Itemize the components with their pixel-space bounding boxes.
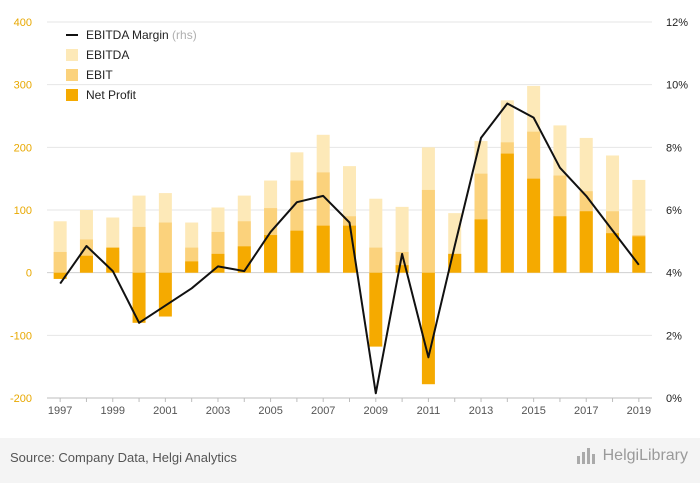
bar-ebit-2009 [369,247,383,273]
legend-swatch-net-profit [66,89,78,101]
y-right-tick-6: 6% [666,205,682,217]
library-icon [576,448,599,464]
legend-label-ebit: EBIT [86,68,113,82]
legend: EBITDA Margin (rhs) EBITDA EBIT Net Profit [66,28,197,102]
y-left-tick-0: 0 [26,268,32,280]
bar-net-profit-1998 [79,255,93,273]
footer: Source: Company Data, Helgi Analytics He… [0,438,700,483]
bar-net-profit-2009 [369,272,383,347]
x-tick-label-2003: 2003 [206,405,230,417]
y-right-tick-10: 10% [666,80,688,92]
y-right-tick-4: 4% [666,268,682,280]
x-tick-label-2007: 2007 [311,405,335,417]
x-tick-label-2015: 2015 [521,405,545,417]
bar-net-profit-2010 [395,265,409,273]
brand-logo: HelgiLibrary [576,447,688,465]
y-left-tick-200: 200 [14,142,32,154]
legend-swatch-ebit [66,69,78,81]
legend-label-rhs: (rhs) [172,28,197,42]
x-tick-label-2011: 2011 [417,405,441,417]
source-text: Source: Company Data, Helgi Analytics [10,450,237,465]
y-left-tick-400: 400 [14,17,32,29]
y-left-tick--200: -200 [10,393,32,405]
bar-net-profit-2011 [421,272,435,385]
bar-net-profit-2019 [632,236,646,273]
x-tick-label-2013: 2013 [469,405,493,417]
bar-net-profit-2001 [158,272,172,317]
y-right-tick-8: 8% [666,142,682,154]
bar-net-profit-2016 [553,216,567,273]
bar-net-profit-2007 [316,225,330,273]
bar-net-profit-2004 [237,246,251,273]
x-tick-label-2005: 2005 [258,405,282,417]
x-tick-label-1999: 1999 [101,405,125,417]
y-left-tick-100: 100 [14,205,32,217]
bars-group [53,85,646,385]
axes-group: -200 -100 0 100 200 300 400 0% 2% 4% 6% 8% 10% 12% 199… [10,17,688,417]
bar-net-profit-2015 [527,178,541,273]
y-right-tick-12: 12% [666,17,688,29]
legend-label-net-profit: Net Profit [86,88,137,102]
bar-net-profit-2005 [264,235,278,273]
y-left-tick-300: 300 [14,80,32,92]
bar-net-profit-2013 [474,219,488,273]
x-tick-label-2017: 2017 [574,405,598,417]
bar-ebit-2000 [132,226,146,273]
legend-label-ebitda: EBITDA [86,48,129,62]
y-left-tick--100: -100 [10,330,32,342]
bar-net-profit-2018 [606,233,620,273]
bar-ebit-1997 [53,251,67,273]
bar-net-profit-2002 [185,261,199,273]
brand-name: HelgiLibrary [602,447,688,464]
legend-swatch-ebitda [66,49,78,61]
bar-net-profit-2014 [500,153,514,273]
bar-net-profit-2000 [132,272,146,323]
x-tick-label-2009: 2009 [364,405,388,417]
x-tick-label-2019: 2019 [627,405,651,417]
bar-ebit-2001 [158,222,172,273]
y-right-tick-2: 2% [666,330,682,342]
bar-net-profit-2017 [579,211,593,273]
bar-net-profit-1999 [106,247,120,273]
margin-line-group [59,102,640,395]
y-right-tick-0: 0% [666,393,682,405]
ebitda-margin-line [59,102,640,395]
chart: -200 -100 0 100 200 300 400 0% 2% 4% 6% 8% 10% 12% 199… [10,17,688,417]
x-tick-label-2001: 2001 [153,405,177,417]
legend-label-ebitda-margin: EBITDA Margin (rhs) [86,28,197,42]
bar-ebit-2011 [421,189,435,273]
bar-net-profit-1997 [53,272,67,279]
x-tick-label-1997: 1997 [48,405,72,417]
bar-net-profit-2006 [290,230,304,273]
